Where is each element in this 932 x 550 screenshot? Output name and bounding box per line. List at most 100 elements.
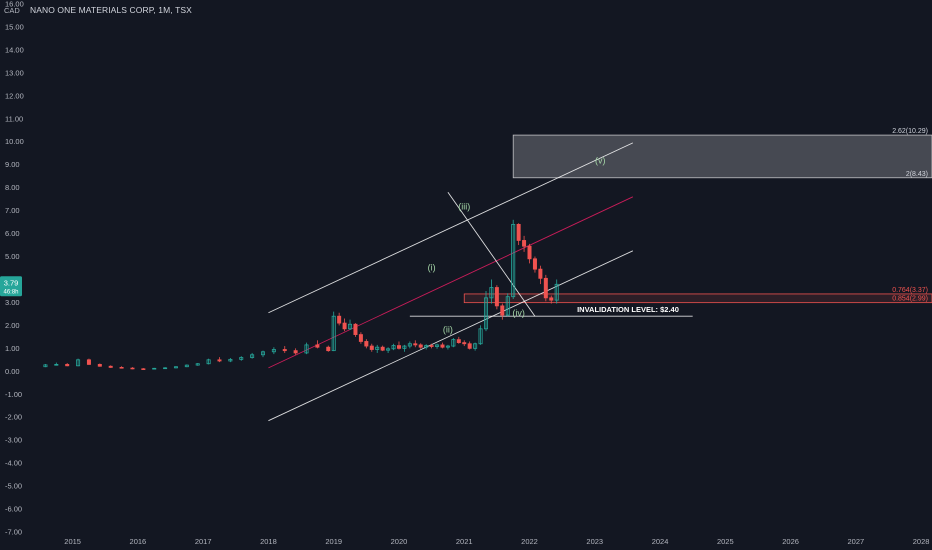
candle-body xyxy=(348,323,353,330)
time-tick-label: 2018 xyxy=(260,537,277,546)
price-tick-label: 14.00 xyxy=(5,45,24,54)
candle-body xyxy=(489,287,494,299)
candle-body xyxy=(364,341,369,347)
candle-body xyxy=(369,345,374,350)
candle-body xyxy=(206,359,211,365)
symbol-title: NANO ONE MATERIALS CORP, 1M, TSX xyxy=(30,5,192,15)
candle-body xyxy=(43,364,48,368)
candle-body xyxy=(375,346,380,350)
price-tick-label: 5.00 xyxy=(5,252,20,261)
candle-body xyxy=(554,283,559,301)
candle-body xyxy=(76,359,81,367)
price-tick-label: 12.00 xyxy=(5,91,24,100)
candle-body xyxy=(451,339,456,347)
candle-body xyxy=(331,315,336,352)
price-tick-label: 0.00 xyxy=(5,367,20,376)
candle-body xyxy=(228,358,233,362)
candle-body xyxy=(337,315,342,324)
fib-level-label: 2(8.43) xyxy=(906,171,928,178)
time-tick-label: 2016 xyxy=(130,537,147,546)
last-price-badge-box xyxy=(0,276,22,297)
candle-body xyxy=(141,368,146,370)
last-price-value: 3.79 xyxy=(4,278,19,287)
candle-body xyxy=(456,339,461,344)
candle-body xyxy=(413,343,418,346)
time-tick-label: 2028 xyxy=(913,537,930,546)
wave-label: (i) xyxy=(428,262,436,272)
candle-body xyxy=(293,350,298,354)
candle-body xyxy=(527,245,532,260)
time-tick-label: 2023 xyxy=(586,537,603,546)
candle-body xyxy=(119,367,124,369)
time-tick-label: 2027 xyxy=(848,537,865,546)
price-tick-label: -7.00 xyxy=(5,528,22,537)
candle-body xyxy=(315,344,320,348)
bar-countdown: 46:8h xyxy=(3,289,18,295)
candle-body xyxy=(380,346,385,351)
candle-body xyxy=(462,342,467,345)
currency-label: CAD xyxy=(4,6,20,15)
candle-body xyxy=(522,240,527,247)
candle-body xyxy=(445,345,450,348)
price-tick-label: 6.00 xyxy=(5,229,20,238)
price-tick-label: 2.00 xyxy=(5,321,20,330)
candle-body xyxy=(478,328,483,345)
candle-body xyxy=(473,343,478,349)
candle-body xyxy=(304,344,309,354)
fib-level-label: 2.62(10.29) xyxy=(892,128,928,135)
drawing-labels: (iii) (i) (ii) (iv) (v) 2.62(10.29) 2(8.43) 0.7… xyxy=(428,128,928,334)
fib-target-zone xyxy=(512,134,932,179)
time-tick-label: 2022 xyxy=(521,537,538,546)
price-tick-label: -4.00 xyxy=(5,459,22,468)
price-tick-label: 8.00 xyxy=(5,183,20,192)
candle-body xyxy=(407,343,412,347)
candle-body xyxy=(86,359,91,365)
candle-body xyxy=(65,364,70,367)
channel-mid-line xyxy=(268,196,634,369)
candle-body xyxy=(424,345,429,348)
time-tick-label: 2025 xyxy=(717,537,734,546)
wave-label: (v) xyxy=(595,156,606,166)
candle-body xyxy=(500,305,505,316)
time-tick-label: 2026 xyxy=(782,537,799,546)
wave-label: (ii) xyxy=(443,324,453,334)
candle-body xyxy=(130,367,135,370)
time-tick-label: 2015 xyxy=(64,537,81,546)
channel-upper-line xyxy=(268,142,634,314)
candle-body xyxy=(250,354,255,358)
price-tick-label: 9.00 xyxy=(5,160,20,169)
candle-body xyxy=(195,363,200,366)
candle-body xyxy=(483,297,488,330)
drawing-lines xyxy=(268,142,693,422)
candle-body xyxy=(418,344,423,348)
candle-body xyxy=(516,223,521,241)
candle-body xyxy=(217,359,222,362)
invalidation-label: INVALIDATION LEVEL: $2.40 xyxy=(577,305,679,314)
fib-levels xyxy=(463,134,932,304)
candles xyxy=(43,219,559,370)
candle-body xyxy=(326,346,331,352)
candle-body xyxy=(97,364,102,367)
fib-retracement-band xyxy=(463,293,932,304)
candle-body xyxy=(163,367,168,370)
candle-body xyxy=(260,351,265,356)
candle-body xyxy=(429,345,434,347)
candle-body xyxy=(511,223,516,298)
candle-body xyxy=(435,344,440,347)
candle-body xyxy=(282,349,287,352)
price-tick-label: 10.00 xyxy=(5,137,24,146)
fib-level-label: 0.764(3.37) xyxy=(892,287,928,294)
candle-body xyxy=(152,367,157,370)
candle-body xyxy=(538,268,543,279)
candle-body xyxy=(532,258,537,270)
time-axis[interactable]: 2015 2016 2017 2018 2019 2020 2021 2022 2023 2024… xyxy=(64,537,929,546)
price-axis[interactable]: 16.00 15.00 14.00 13.00 12.00 11.00 10.00 9.00 8… xyxy=(5,0,24,537)
channel-lower-line xyxy=(268,250,634,422)
candle-body xyxy=(358,334,363,342)
price-tick-label: -2.00 xyxy=(5,413,22,422)
price-tick-label: -5.00 xyxy=(5,482,22,491)
price-tick-label: -3.00 xyxy=(5,436,22,445)
candle-body xyxy=(342,322,347,330)
time-tick-label: 2021 xyxy=(456,537,473,546)
